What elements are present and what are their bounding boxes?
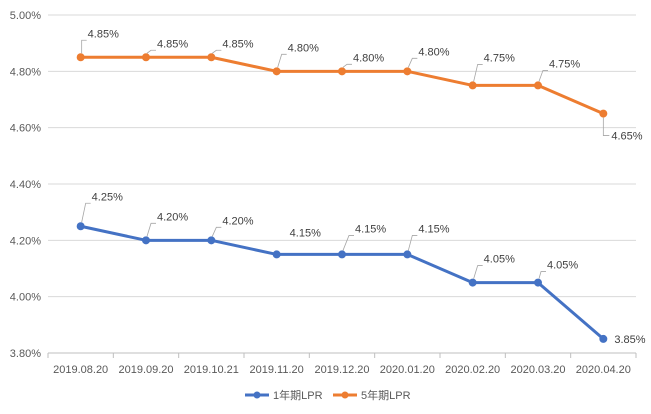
data-label: 4.15% — [355, 223, 386, 235]
leader-line — [538, 271, 546, 279]
x-tick-label: 2020.04.20 — [576, 364, 631, 376]
data-label: 4.80% — [418, 46, 449, 58]
legend-swatch-marker — [253, 391, 261, 399]
data-label: 4.05% — [484, 254, 515, 266]
x-tick-label: 2019.12.20 — [314, 364, 369, 376]
leader-line — [407, 235, 418, 251]
x-tick-label: 2019.10.21 — [184, 364, 239, 376]
leader-line — [211, 226, 222, 237]
x-tick-label: 2020.01.20 — [380, 364, 435, 376]
leader-line — [81, 202, 91, 223]
y-tick-label: 4.20% — [10, 235, 41, 247]
data-point — [534, 278, 542, 287]
data-label: 4.80% — [288, 42, 319, 54]
leader-line — [538, 70, 548, 82]
leader-line — [602, 117, 610, 136]
data-point — [142, 53, 150, 62]
leader-line — [342, 235, 354, 251]
axes: 3.80% 4.00% 4.20% 4.40% 4.60% 4.80% 5.00% 2019.… — [10, 10, 637, 376]
data-label: 4.85% — [157, 38, 188, 50]
data-label: 4.20% — [222, 215, 253, 227]
data-label: 4.25% — [92, 191, 123, 203]
series-line — [79, 224, 605, 341]
y-tick-label: 4.40% — [10, 179, 41, 191]
leader-line — [342, 63, 352, 68]
y-tick-label: 5.00% — [10, 10, 41, 22]
gridlines — [48, 14, 636, 354]
data-point — [76, 222, 85, 231]
data-point — [403, 67, 412, 76]
legend: 1年期LPR 5年期LPR — [245, 388, 411, 402]
legend-swatch-marker — [341, 391, 349, 399]
data-label: 4.85% — [88, 28, 119, 40]
leader-line — [473, 64, 483, 82]
data-label: 4.75% — [484, 52, 515, 64]
x-tick-label: 2019.08.20 — [53, 364, 108, 376]
data-point — [338, 67, 346, 76]
legend-label: 1年期LPR — [273, 388, 323, 402]
leader-line — [473, 265, 483, 279]
data-point — [599, 334, 608, 343]
leader-line — [212, 49, 222, 54]
data-point — [599, 109, 608, 118]
x-tick-label: 2020.02.20 — [445, 364, 500, 376]
data-point — [142, 236, 150, 245]
data-label: 4.20% — [157, 211, 188, 223]
x-tick-label: 2020.03.20 — [510, 364, 565, 376]
data-point — [207, 236, 216, 245]
data-label: 4.15% — [290, 227, 321, 239]
data-label: 4.75% — [549, 58, 580, 70]
data-labels: 4.25% 4.20% 4.20% 4.15% 4.15% 4.15% 4.05% 4.05%… — [81, 28, 646, 346]
legend-label: 5年期LPR — [361, 388, 411, 402]
leader-line — [146, 222, 156, 237]
series-line — [79, 55, 605, 116]
data-point — [468, 278, 477, 287]
leader-line — [146, 49, 156, 54]
data-label: 4.05% — [547, 260, 578, 272]
data-point — [468, 81, 477, 90]
y-tick-label: 3.80% — [10, 348, 41, 360]
leader-line — [407, 57, 418, 68]
data-point — [76, 53, 85, 62]
leader-line — [81, 39, 87, 54]
data-point — [403, 250, 412, 259]
leader-line — [277, 53, 287, 68]
data-point — [338, 250, 346, 259]
y-tick-label: 4.80% — [10, 66, 41, 78]
data-point — [207, 53, 216, 62]
series-lines — [76, 53, 608, 343]
data-label: 3.85% — [614, 334, 645, 346]
x-tick-label: 2019.11.20 — [250, 364, 304, 376]
data-label: 4.65% — [611, 131, 642, 143]
y-tick-label: 4.60% — [10, 123, 41, 135]
data-point — [534, 81, 542, 90]
x-tick-label: 2019.09.20 — [118, 364, 173, 376]
y-tick-label: 4.00% — [10, 292, 41, 304]
data-label: 4.80% — [353, 52, 384, 64]
data-label: 4.15% — [418, 223, 449, 235]
data-point — [272, 250, 281, 259]
data-label: 4.85% — [222, 38, 253, 50]
data-point — [272, 67, 281, 76]
